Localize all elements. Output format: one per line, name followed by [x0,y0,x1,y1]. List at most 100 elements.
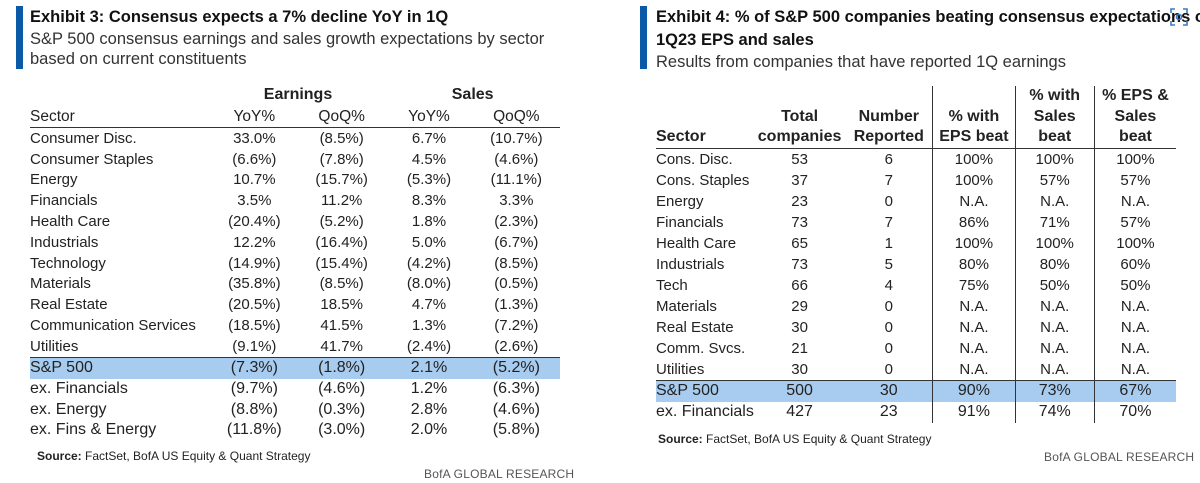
column-header-sales-beat: % with Sales beat [1014,86,1095,149]
cell-value: 4.5% [411,150,447,168]
exhibit-accent-bar [16,6,23,69]
cell-value: 57% [1093,169,1176,191]
cell-value: (35.8%) [228,275,281,293]
cell-value: 18.5% [320,296,363,314]
table-row: Industrials 73 5 80% 80% 60% [656,253,1176,275]
row-label: ex. Financials [656,403,754,420]
table-row: Cons. Staples 37 7 100% 57% 57% [656,169,1176,191]
cell-value: (20.5%) [228,296,281,314]
column-header: Sector [30,106,211,128]
cell-value: 5.0% [411,233,447,251]
table-row: Utilities (9.1%) 41.7% (2.4%) (2.6%) [30,336,560,357]
cell-value: N.A. [932,337,1016,359]
cell-value: (5.8%) [492,421,540,439]
cell-value: (8.5%) [319,129,364,147]
cell-value: (9.1%) [232,337,277,355]
cell-value: 100% [1093,232,1176,254]
total-row: S&P 500 (7.3%) (1.8%) 2.1% (5.2%) [30,356,560,379]
cell-value: 0 [884,339,893,357]
exhibit-subtitle: Results from companies that have reporte… [656,53,1066,71]
cell-value: 100% [1014,232,1095,254]
cell-value: (11.8%) [226,421,282,439]
cell-value: 0 [884,360,893,378]
column-header-row: Sector YoY% QoQ% YoY% QoQ% [30,106,560,128]
cell-value: (18.5%) [228,317,281,335]
cell-value: 73 [791,213,808,231]
table-row: Real Estate (20.5%) 18.5% 4.7% (1.3%) [30,294,560,315]
cell-value: 66 [791,276,808,294]
row-label: Tech [656,276,688,294]
cell-value: (11.1%) [490,171,543,189]
row-label: ex. Financials [30,380,128,398]
cell-value: (2.6%) [494,337,539,355]
table-row: Financials 3.5% 11.2% 8.3% 3.3% [30,190,560,211]
cell-value: (0.3%) [318,400,366,418]
cell-value: (8.5%) [319,275,364,293]
column-header-eps-beat: % with EPS beat [932,86,1016,149]
row-label: Health Care [656,234,737,252]
cell-value: N.A. [1093,337,1176,359]
cell-value: 6 [884,150,893,168]
cell-value: 23 [879,403,898,420]
table-row: Cons. Disc. 53 6 100% 100% 100% [656,148,1176,170]
cell-value: 8.3% [411,192,447,210]
cell-value: 91% [932,401,1016,423]
cell-value: 0 [884,297,893,315]
cell-value: 2.8% [410,400,448,418]
cell-value: 2.1% [385,356,473,379]
cell-value: (2.3%) [494,213,539,231]
table-row: Materials (35.8%) (8.5%) (8.0%) (0.5%) [30,274,560,295]
table-row: Consumer Disc. 33.0% (8.5%) 6.7% (10.7%) [30,128,560,149]
table-row: Tech 66 4 75% 50% 50% [656,274,1176,296]
exhibit-title: Exhibit 3: Consensus expects a 7% declin… [30,8,449,26]
cell-value: N.A. [932,190,1016,212]
cell-value: N.A. [932,316,1016,338]
earnings-group-header: Earnings [263,86,333,103]
cell-value: 90% [932,379,1016,402]
cell-value: 73% [1014,379,1095,402]
cell-value: (4.6%) [494,150,539,168]
cell-value: 33.0% [233,129,276,147]
sales-group-header: Sales [451,86,494,103]
table-row: Health Care 65 1 100% 100% 100% [656,232,1176,254]
row-label: ex. Energy [30,400,107,418]
ex-row: ex. Financials 427 23 91% 74% 70% [656,401,1176,423]
table-row: Financials 73 7 86% 71% 57% [656,211,1176,233]
cell-value: 1.2% [410,380,448,398]
focus-scan-icon[interactable] [1170,8,1188,26]
cell-value: 75% [932,274,1016,296]
cell-value: 11.2% [320,192,363,210]
cell-value: (5.2%) [319,213,364,231]
cell-value: (6.3%) [492,380,540,398]
cell-value: 500 [753,379,846,402]
cell-value: N.A. [1014,295,1095,317]
ex-row: ex. Fins & Energy (11.8%) (3.0%) 2.0% (5.8%) [30,420,560,441]
row-label: Industrials [30,233,99,251]
exhibit-title: Exhibit 4: % of S&P 500 companies beatin… [656,8,1200,26]
column-header-sector: Sector [656,86,754,149]
table-row: Comm. Svcs. 21 0 N.A. N.A. N.A. [656,337,1176,359]
cell-value: N.A. [932,358,1016,380]
cell-value: 7 [884,171,893,189]
cell-value: 5 [884,255,893,273]
consensus-growth-table: Earnings Sales Sector YoY% QoQ% YoY% QoQ… [30,84,560,440]
source-note: Source: FactSet, BofA US Equity & Quant … [37,449,310,463]
cell-value: 73 [791,255,808,273]
row-label: Energy [656,192,704,210]
cell-value: (4.6%) [318,380,366,398]
cell-value: 10.7% [233,171,276,189]
cell-value: 50% [1093,274,1176,296]
source-note: Source: FactSet, BofA US Equity & Quant … [658,432,931,446]
table-row: Materials 29 0 N.A. N.A. N.A. [656,295,1176,317]
cell-value: 80% [1014,253,1095,275]
cell-value: (8.0%) [406,275,452,293]
row-label: Comm. Svcs. [656,339,746,357]
cell-value: 71% [1014,211,1095,233]
cell-value: (9.7%) [230,380,278,398]
column-header-both-beat: % EPS & Sales beat [1093,86,1176,149]
footer-brand: BofA GLOBAL RESEARCH [1044,450,1195,464]
column-header-row: Sector Total companies Number Reported % w… [656,86,1176,149]
cell-value: 100% [1093,148,1176,170]
source-text: FactSet, BofA US Equity & Quant Strategy [85,449,311,463]
cell-value: (7.2%) [494,317,539,335]
